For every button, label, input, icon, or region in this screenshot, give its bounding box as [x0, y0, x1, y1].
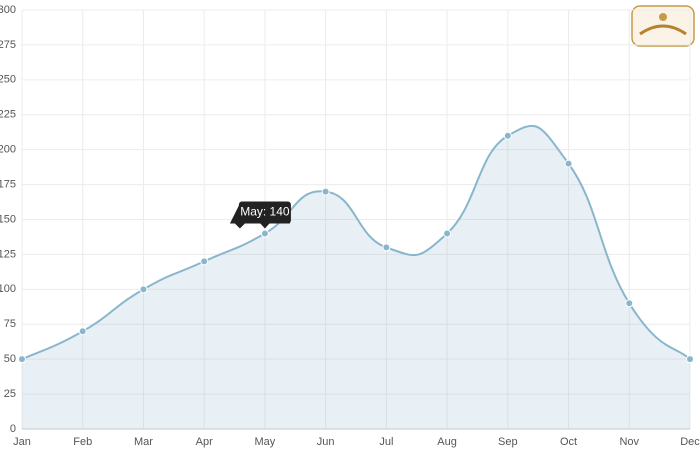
- x-tick-label: Jan: [13, 436, 31, 448]
- point: [382, 243, 391, 252]
- point: [139, 285, 148, 294]
- x-tick-label: Jun: [317, 436, 335, 448]
- x-tick-label: Apr: [196, 436, 213, 448]
- x-tick-label: Oct: [560, 436, 577, 448]
- y-tick-label: 125: [0, 248, 16, 260]
- logo-dot: [659, 13, 667, 21]
- x-tick-label: Dec: [680, 436, 700, 448]
- x-tick-label: Sep: [498, 436, 518, 448]
- x-tick-label: Feb: [73, 436, 92, 448]
- y-tick-label: 150: [0, 213, 16, 225]
- y-tick-label: 300: [0, 4, 16, 16]
- point: [78, 327, 87, 336]
- x-tick-label: Mar: [134, 436, 153, 448]
- area: [22, 125, 690, 429]
- point: [686, 355, 694, 364]
- point: [443, 229, 452, 238]
- point: [200, 257, 209, 266]
- y-tick-label: 275: [0, 39, 16, 51]
- tooltip-body: [238, 201, 291, 224]
- logo: [631, 5, 695, 47]
- point: [321, 187, 330, 196]
- tooltip: May: 140: [229, 201, 291, 229]
- point: [503, 131, 512, 140]
- y-tick-label: 250: [0, 74, 16, 86]
- y-tick-label: 25: [4, 388, 16, 400]
- point: [18, 355, 26, 364]
- point: [564, 159, 573, 168]
- y-tick-label: 100: [0, 283, 16, 295]
- y-tick-label: 50: [4, 353, 16, 365]
- tooltip-arrow: [259, 222, 270, 229]
- x-tick-label: Nov: [619, 436, 639, 448]
- y-tick-label: 225: [0, 109, 16, 121]
- x-tick-label: May: [255, 436, 276, 448]
- x-tick-label: Aug: [437, 436, 457, 448]
- logo-swash: [639, 24, 687, 36]
- y-tick-label: 175: [0, 178, 16, 190]
- y-tick-label: 75: [4, 318, 16, 330]
- x-tick-label: Jul: [379, 436, 393, 448]
- y-tick-label: 200: [0, 144, 16, 156]
- tooltip-text: May: 140: [240, 205, 290, 219]
- point: [260, 229, 269, 238]
- y-tick-label: 0: [10, 423, 16, 435]
- point: [625, 299, 634, 308]
